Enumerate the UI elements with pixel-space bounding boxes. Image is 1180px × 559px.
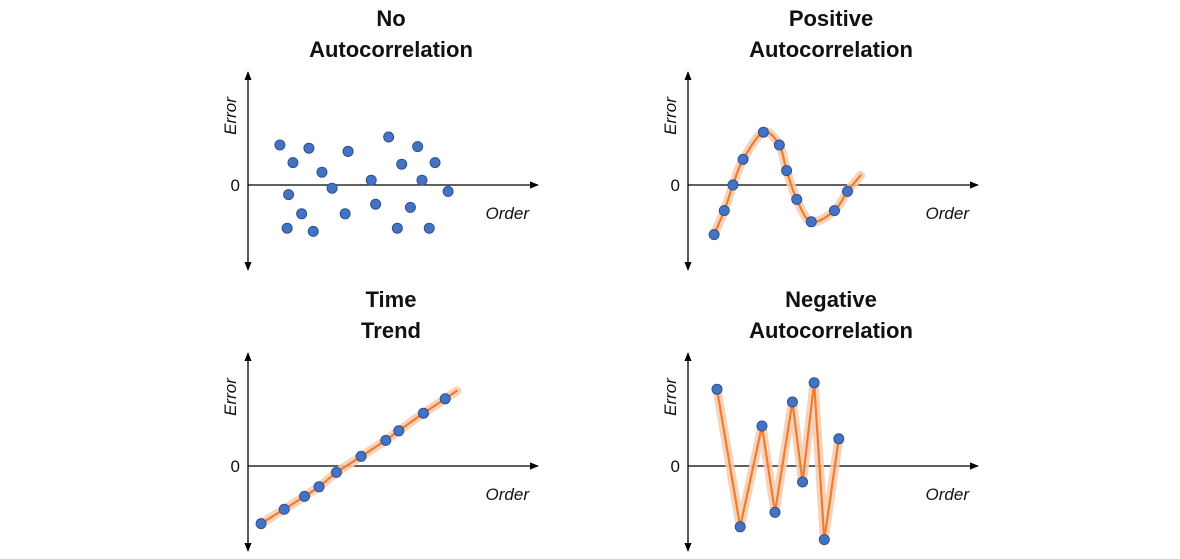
- origin-zero-label: 0: [231, 457, 240, 476]
- origin-zero-label: 0: [231, 176, 240, 195]
- data-point: [797, 476, 809, 488]
- data-point: [818, 534, 830, 546]
- data-point: [423, 222, 435, 234]
- data-point: [255, 518, 267, 530]
- x-axis-label: Order: [486, 485, 531, 504]
- panel-title-line-2: Trend: [361, 318, 421, 343]
- data-point: [773, 139, 785, 151]
- data-point: [828, 205, 840, 217]
- panel-title-line-1: Negative: [785, 287, 877, 312]
- data-point: [727, 179, 739, 191]
- data-point: [365, 174, 377, 186]
- data-point: [805, 216, 817, 228]
- x-axis-label: Order: [926, 204, 971, 223]
- data-point: [370, 198, 382, 210]
- data-point: [412, 141, 424, 153]
- data-point: [383, 131, 395, 143]
- data-point: [833, 433, 845, 445]
- data-point: [287, 157, 299, 169]
- data-point: [391, 222, 403, 234]
- data-point: [296, 208, 308, 220]
- data-point: [718, 205, 730, 217]
- data-point: [283, 189, 295, 201]
- y-axis-label: Error: [221, 96, 240, 135]
- plot-area: [684, 352, 979, 552]
- data-point: [307, 225, 319, 237]
- data-point: [756, 420, 768, 432]
- y-axis-label: Error: [661, 96, 680, 135]
- data-point: [355, 450, 367, 462]
- data-point: [417, 407, 429, 419]
- data-point: [278, 503, 290, 515]
- data-point: [326, 182, 338, 194]
- data-point: [737, 153, 749, 165]
- data-point: [757, 126, 769, 138]
- panel-title-line-2: Autocorrelation: [309, 37, 473, 62]
- data-point: [416, 174, 428, 186]
- data-point: [281, 222, 293, 234]
- origin-zero-label: 0: [671, 176, 680, 195]
- data-point: [734, 521, 746, 533]
- panel-positive-autocorrelation: Positive Autocorrelation Error Order 0: [661, 6, 979, 271]
- data-point: [393, 425, 405, 437]
- data-point: [781, 165, 793, 177]
- plot-area: [684, 71, 979, 271]
- panel-title-line-2: Autocorrelation: [749, 318, 913, 343]
- origin-zero-label: 0: [671, 457, 680, 476]
- x-axis-label: Order: [486, 204, 531, 223]
- data-point: [396, 158, 408, 170]
- data-point: [299, 490, 311, 502]
- panel-title-line-1: Positive: [789, 6, 873, 31]
- data-point: [842, 185, 853, 197]
- y-axis-label: Error: [661, 377, 680, 416]
- data-point: [808, 377, 820, 389]
- plot-area: [244, 71, 539, 271]
- data-point: [429, 157, 441, 169]
- panel-title-line-1: Time: [366, 287, 417, 312]
- data-point: [274, 139, 286, 151]
- data-point: [791, 193, 803, 205]
- data-point: [442, 185, 454, 197]
- data-point: [439, 393, 451, 405]
- x-axis-label: Order: [926, 485, 971, 504]
- data-point: [316, 166, 328, 178]
- panel-negative-autocorrelation: Negative Autocorrelation Error Order 0: [661, 287, 979, 552]
- panel-title-line-2: Autocorrelation: [749, 37, 913, 62]
- data-point: [769, 506, 781, 518]
- data-point: [339, 208, 351, 220]
- data-point: [786, 396, 798, 408]
- data-point: [404, 201, 416, 213]
- plot-area: [244, 352, 539, 552]
- data-point: [330, 466, 342, 478]
- data-point: [380, 434, 392, 446]
- panel-time-trend: Time Trend Error Order 0: [221, 287, 539, 552]
- panel-no-autocorrelation: No Autocorrelation Error Order 0: [221, 6, 539, 271]
- panel-title-line-1: No: [376, 6, 405, 31]
- data-point: [342, 145, 354, 157]
- data-point: [708, 229, 720, 241]
- data-point: [303, 142, 315, 154]
- data-point: [313, 481, 325, 493]
- data-point: [711, 383, 723, 395]
- y-axis-label: Error: [221, 377, 240, 416]
